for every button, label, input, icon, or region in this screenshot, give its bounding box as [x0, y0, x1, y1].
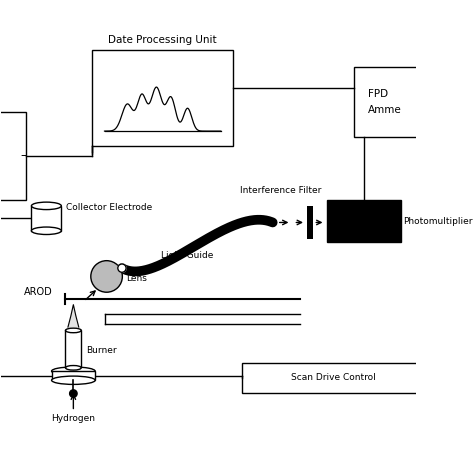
Bar	[307, 206, 312, 239]
Bar	[242, 363, 424, 393]
Text: Photomultiplier: Photomultiplier	[403, 217, 473, 226]
Bar	[92, 50, 233, 146]
Text: Scan Drive Control: Scan Drive Control	[291, 373, 375, 382]
Text: Amme: Amme	[368, 105, 402, 115]
Bar	[327, 201, 401, 242]
Bar	[52, 371, 95, 380]
Circle shape	[118, 264, 126, 272]
Text: FPD: FPD	[368, 89, 388, 99]
Ellipse shape	[65, 365, 81, 370]
Text: Light Guide: Light Guide	[161, 251, 214, 260]
Bar	[65, 330, 81, 368]
Ellipse shape	[31, 202, 61, 210]
Text: AROD: AROD	[24, 287, 52, 297]
Ellipse shape	[52, 376, 95, 384]
Ellipse shape	[65, 328, 81, 333]
Circle shape	[70, 390, 77, 397]
Bar	[354, 67, 437, 137]
Ellipse shape	[31, 227, 61, 235]
Circle shape	[91, 261, 122, 292]
Text: –: –	[20, 149, 27, 163]
Text: Collector Electrode: Collector Electrode	[66, 203, 153, 212]
Polygon shape	[68, 305, 79, 327]
Text: Lens: Lens	[126, 274, 146, 283]
Circle shape	[118, 264, 126, 272]
Bar	[0, 112, 26, 200]
Ellipse shape	[52, 367, 95, 375]
Bar	[31, 206, 61, 231]
Text: Date Processing Unit: Date Processing Unit	[109, 35, 217, 45]
Text: Hydrogen: Hydrogen	[51, 414, 95, 423]
Text: Interference Filter: Interference Filter	[240, 186, 322, 195]
Text: Burner: Burner	[86, 346, 117, 355]
